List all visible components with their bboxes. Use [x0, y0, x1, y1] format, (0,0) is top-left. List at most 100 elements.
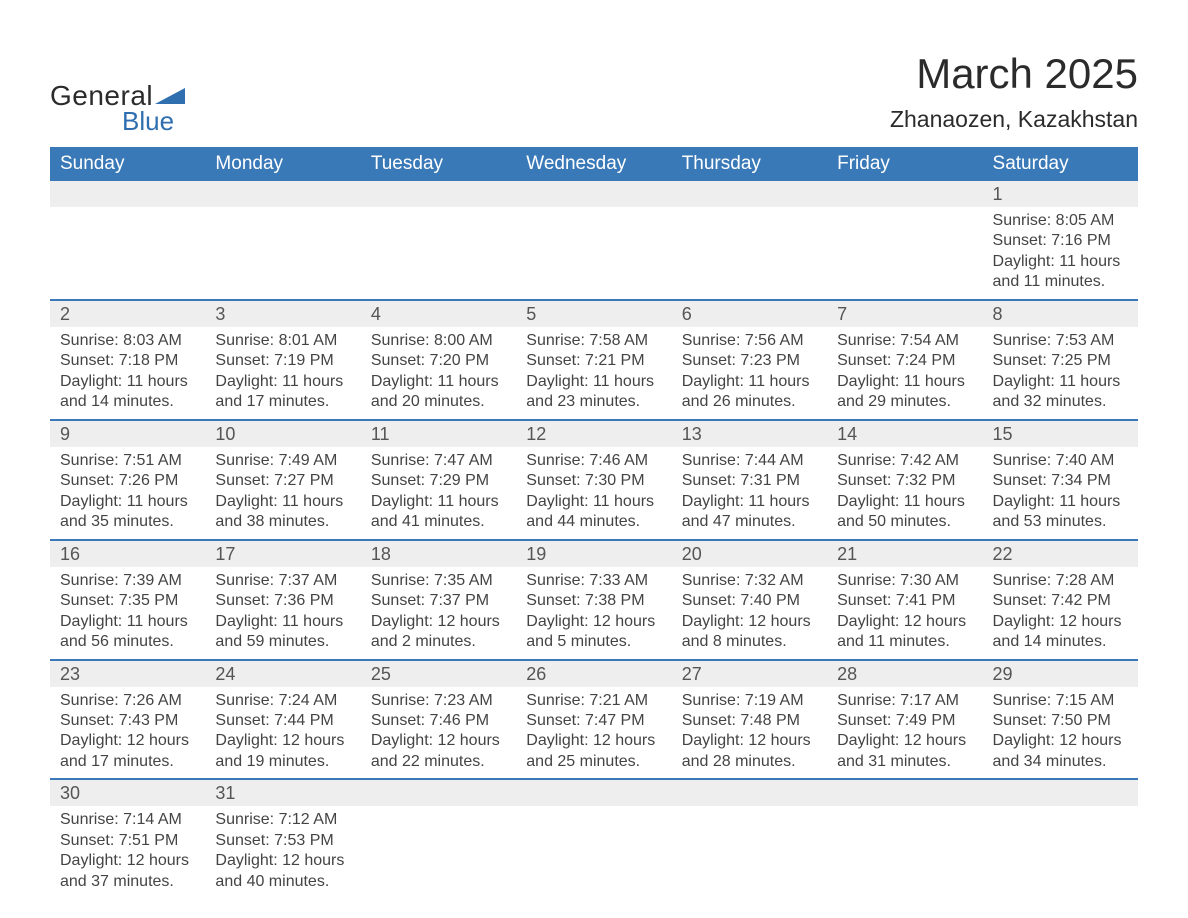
day-number [672, 780, 827, 806]
sunrise-line: Sunrise: 7:26 AM [60, 691, 195, 711]
day-number: 23 [50, 661, 205, 687]
day-cell: Sunrise: 7:39 AMSunset: 7:35 PMDaylight:… [50, 567, 205, 659]
sunrise-line: Sunrise: 7:21 AM [526, 691, 661, 711]
daylight-line: Daylight: 12 hours and 25 minutes. [526, 731, 661, 772]
day-number: 21 [827, 541, 982, 567]
sunset-line: Sunset: 7:26 PM [60, 471, 195, 491]
sunrise-line: Sunrise: 7:28 AM [993, 571, 1128, 591]
day-cell [983, 806, 1138, 898]
day-number: 24 [205, 661, 360, 687]
day-cell [516, 207, 671, 299]
daylight-line: Daylight: 11 hours and 23 minutes. [526, 372, 661, 413]
day-cell: Sunrise: 8:00 AMSunset: 7:20 PMDaylight:… [361, 327, 516, 419]
day-cell [361, 806, 516, 898]
sunset-line: Sunset: 7:18 PM [60, 351, 195, 371]
sunset-line: Sunset: 7:38 PM [526, 591, 661, 611]
sunset-line: Sunset: 7:50 PM [993, 711, 1128, 731]
daylight-line: Daylight: 12 hours and 11 minutes. [837, 612, 972, 653]
title-block: March 2025 Zhanaozen, Kazakhstan [890, 50, 1138, 133]
sunrise-line: Sunrise: 7:40 AM [993, 451, 1128, 471]
day-cell: Sunrise: 7:21 AMSunset: 7:47 PMDaylight:… [516, 687, 671, 779]
day-cell: Sunrise: 7:58 AMSunset: 7:21 PMDaylight:… [516, 327, 671, 419]
sunrise-line: Sunrise: 7:54 AM [837, 331, 972, 351]
daylight-line: Daylight: 11 hours and 47 minutes. [682, 492, 817, 533]
day-cell: Sunrise: 7:28 AMSunset: 7:42 PMDaylight:… [983, 567, 1138, 659]
daylight-line: Daylight: 11 hours and 11 minutes. [993, 252, 1128, 293]
sunrise-line: Sunrise: 7:35 AM [371, 571, 506, 591]
day-number: 15 [983, 421, 1138, 447]
sunset-line: Sunset: 7:36 PM [215, 591, 350, 611]
day-cell: Sunrise: 7:14 AMSunset: 7:51 PMDaylight:… [50, 806, 205, 898]
day-header: Friday [827, 147, 982, 181]
sunrise-line: Sunrise: 7:37 AM [215, 571, 350, 591]
sunset-line: Sunset: 7:32 PM [837, 471, 972, 491]
daylight-line: Daylight: 12 hours and 2 minutes. [371, 612, 506, 653]
day-number: 18 [361, 541, 516, 567]
sunrise-line: Sunrise: 7:23 AM [371, 691, 506, 711]
day-cell: Sunrise: 7:44 AMSunset: 7:31 PMDaylight:… [672, 447, 827, 539]
daylight-line: Daylight: 12 hours and 8 minutes. [682, 612, 817, 653]
daylight-line: Daylight: 11 hours and 56 minutes. [60, 612, 195, 653]
sunrise-line: Sunrise: 8:03 AM [60, 331, 195, 351]
day-number [827, 181, 982, 207]
day-number-row: 9101112131415 [50, 419, 1138, 447]
day-number: 3 [205, 301, 360, 327]
sunrise-line: Sunrise: 7:30 AM [837, 571, 972, 591]
weeks-container: 1Sunrise: 8:05 AMSunset: 7:16 PMDaylight… [50, 181, 1138, 898]
day-content-row: Sunrise: 7:39 AMSunset: 7:35 PMDaylight:… [50, 567, 1138, 659]
sunrise-line: Sunrise: 7:49 AM [215, 451, 350, 471]
day-header: Monday [205, 147, 360, 181]
day-cell: Sunrise: 7:17 AMSunset: 7:49 PMDaylight:… [827, 687, 982, 779]
daylight-line: Daylight: 11 hours and 53 minutes. [993, 492, 1128, 533]
day-number: 28 [827, 661, 982, 687]
day-number: 11 [361, 421, 516, 447]
daylight-line: Daylight: 11 hours and 38 minutes. [215, 492, 350, 533]
day-number-row: 3031 [50, 778, 1138, 806]
day-number: 29 [983, 661, 1138, 687]
sunset-line: Sunset: 7:27 PM [215, 471, 350, 491]
day-number: 2 [50, 301, 205, 327]
day-number: 10 [205, 421, 360, 447]
day-header: Sunday [50, 147, 205, 181]
day-number-row: 23242526272829 [50, 659, 1138, 687]
sunset-line: Sunset: 7:21 PM [526, 351, 661, 371]
sunset-line: Sunset: 7:47 PM [526, 711, 661, 731]
day-cell: Sunrise: 7:49 AMSunset: 7:27 PMDaylight:… [205, 447, 360, 539]
sunrise-line: Sunrise: 7:58 AM [526, 331, 661, 351]
logo-triangle-icon [155, 86, 185, 106]
sunset-line: Sunset: 7:51 PM [60, 831, 195, 851]
sunrise-line: Sunrise: 7:14 AM [60, 810, 195, 830]
day-number: 6 [672, 301, 827, 327]
calendar: SundayMondayTuesdayWednesdayThursdayFrid… [50, 147, 1138, 898]
sunrise-line: Sunrise: 7:42 AM [837, 451, 972, 471]
sunset-line: Sunset: 7:25 PM [993, 351, 1128, 371]
day-number: 26 [516, 661, 671, 687]
daylight-line: Daylight: 12 hours and 31 minutes. [837, 731, 972, 772]
day-cell: Sunrise: 7:42 AMSunset: 7:32 PMDaylight:… [827, 447, 982, 539]
sunrise-line: Sunrise: 7:32 AM [682, 571, 817, 591]
sunset-line: Sunset: 7:31 PM [682, 471, 817, 491]
daylight-line: Daylight: 12 hours and 40 minutes. [215, 851, 350, 892]
day-content-row: Sunrise: 7:14 AMSunset: 7:51 PM Daylight:… [50, 806, 1138, 898]
day-cell [672, 207, 827, 299]
day-cell: Sunrise: 7:47 AMSunset: 7:29 PMDaylight:… [361, 447, 516, 539]
day-number: 25 [361, 661, 516, 687]
day-number: 5 [516, 301, 671, 327]
day-number: 9 [50, 421, 205, 447]
day-number: 27 [672, 661, 827, 687]
day-cell: Sunrise: 7:46 AMSunset: 7:30 PMDaylight:… [516, 447, 671, 539]
day-cell: Sunrise: 7:51 AMSunset: 7:26 PMDaylight:… [50, 447, 205, 539]
day-number: 7 [827, 301, 982, 327]
sunset-line: Sunset: 7:44 PM [215, 711, 350, 731]
location: Zhanaozen, Kazakhstan [890, 106, 1138, 133]
sunrise-line: Sunrise: 7:56 AM [682, 331, 817, 351]
day-number [205, 181, 360, 207]
day-number: 17 [205, 541, 360, 567]
day-number [983, 780, 1138, 806]
daylight-line: Daylight: 11 hours and 32 minutes. [993, 372, 1128, 413]
daylight-line: Daylight: 12 hours and 5 minutes. [526, 612, 661, 653]
day-cell: Sunrise: 7:35 AMSunset: 7:37 PMDaylight:… [361, 567, 516, 659]
sunset-line: Sunset: 7:37 PM [371, 591, 506, 611]
sunset-line: Sunset: 7:24 PM [837, 351, 972, 371]
sunrise-line: Sunrise: 7:33 AM [526, 571, 661, 591]
